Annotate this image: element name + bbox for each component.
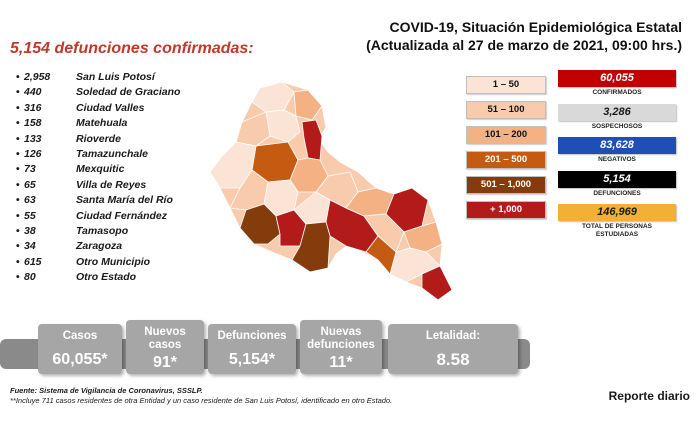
map-region (291, 221, 331, 273)
death-count: 2,958 (16, 70, 76, 86)
stat-label: CONFIRMADOS (592, 89, 642, 96)
death-count: 34 (16, 239, 76, 255)
municipality-name: Otro Estado (76, 271, 137, 284)
municipality-name: Tamasopo (76, 224, 129, 237)
summary-nuevos-casos: Nuevos casos 91* (126, 320, 204, 374)
map-region (289, 157, 329, 193)
municipality-name: Mexquitic (76, 163, 125, 176)
summary-nuevas-defunciones: Nuevas defunciones 11* (300, 320, 382, 374)
legend-item: 51 – 100 (466, 101, 546, 119)
stat-label: SOSPECHOSOS (591, 122, 643, 130)
death-count: 73 (16, 162, 76, 178)
stat-label: TOTAL DE PERSONAS ESTUDIADAS (581, 223, 653, 238)
casos-label: Casos (62, 330, 98, 342)
map-region (363, 213, 405, 253)
report-label: Reporte diario (608, 389, 690, 403)
summary-letalidad: Letalidad: 8.58 (388, 324, 518, 374)
stat-label: NEGATIVOS (598, 156, 636, 163)
state-map (209, 81, 453, 301)
stat-sospechosos: 3,286 SOSPECHOSOS (558, 103, 676, 131)
legend-item: 101 – 200 (466, 126, 546, 144)
stat-value: 60,055 (558, 70, 676, 87)
municipality-name: Zaragoza (76, 240, 123, 253)
death-count: 80 (16, 270, 76, 286)
footer-note: **Incluye 711 casos residentes de otra E… (10, 396, 393, 405)
stat-label: DEFUNCIONES (593, 189, 641, 197)
legend-item: 501 – 1,000 (466, 176, 546, 194)
stat-value: 83,628 (558, 137, 676, 154)
defunciones-value: 5,154* (228, 351, 276, 368)
stat-defunciones: 5,154 DEFUNCIONES (558, 170, 676, 198)
municipality-name: Soledad de Graciano (76, 86, 181, 99)
stats-panel: 60,055 CONFIRMADOS 3,286 SOSPECHOSOS 83,… (558, 70, 676, 245)
legend-item: + 1,000 (466, 201, 546, 219)
title-line-2: (Actualizada al 27 de marzo de 2021, 09:… (366, 37, 682, 53)
municipality-name: San Luis Potosí (76, 71, 155, 83)
footer: Fuente: Sistema de Vigilancia de Coronav… (10, 386, 392, 406)
map-region (421, 265, 453, 301)
municipality-name: Villa de Reyes (76, 178, 147, 191)
summary-casos: Casos 60,055* (38, 324, 122, 374)
stat-value: 3,286 (558, 103, 676, 121)
stat-negativos: 83,628 NEGATIVOS (558, 137, 676, 164)
death-count: 126 (16, 147, 76, 163)
casos-value: 60,055* (52, 351, 108, 368)
footer-source: Fuente: Sistema de Vigilancia de Coronav… (10, 386, 203, 395)
municipality-name: Matehuala (76, 117, 128, 130)
defunciones-label: Defunciones (217, 330, 287, 342)
nuevos-casos-label: Nuevos casos (144, 326, 186, 351)
nuevas-defunciones-value: 11* (329, 354, 353, 371)
municipality-name: Ciudad Fernández (76, 209, 168, 222)
municipality-name: Rioverde (76, 132, 121, 145)
map-legend: 1 – 50 51 – 100 101 – 200 201 – 500 501 … (466, 76, 546, 226)
death-count: 440 (16, 85, 76, 101)
stat-total-estudiadas: 146,969 TOTAL DE PERSONAS ESTUDIADAS (558, 204, 676, 238)
legend-item: 201 – 500 (466, 151, 546, 169)
death-count: 316 (16, 101, 76, 117)
nuevas-defunciones-label: Nuevas defunciones (307, 326, 375, 351)
stat-confirmados: 60,055 CONFIRMADOS (558, 70, 676, 97)
map-region (239, 203, 281, 245)
page-title: COVID-19, Situación Epidemiológica Estat… (366, 18, 682, 54)
municipality-name: Tamazunchale (76, 147, 148, 160)
map-region (365, 235, 397, 275)
stat-value: 146,969 (558, 204, 676, 221)
death-count: 65 (16, 178, 76, 194)
letalidad-value: 8.58 (436, 350, 470, 369)
death-count: 133 (16, 132, 76, 148)
summary-defunciones: Defunciones 5,154* (208, 324, 296, 374)
title-line-1: COVID-19, Situación Epidemiológica Estat… (389, 19, 682, 35)
death-count: 158 (16, 116, 76, 132)
letalidad-label: Letalidad: (425, 330, 481, 342)
legend-item: 1 – 50 (466, 76, 546, 94)
headline: 5,154 defunciones confirmadas: (10, 40, 254, 57)
municipality-name: Ciudad Valles (76, 101, 145, 114)
death-count: 63 (16, 193, 76, 209)
map-region (293, 89, 323, 121)
map-region (235, 111, 271, 147)
death-count: 615 (16, 255, 76, 271)
municipality-name: Otro Municipio (76, 255, 151, 268)
death-count: 38 (16, 224, 76, 240)
municipality-name: Santa María del Río (76, 194, 173, 207)
stat-value: 5,154 (558, 170, 676, 188)
nuevos-casos-value: 91* (152, 354, 178, 371)
death-count: 55 (16, 209, 76, 225)
